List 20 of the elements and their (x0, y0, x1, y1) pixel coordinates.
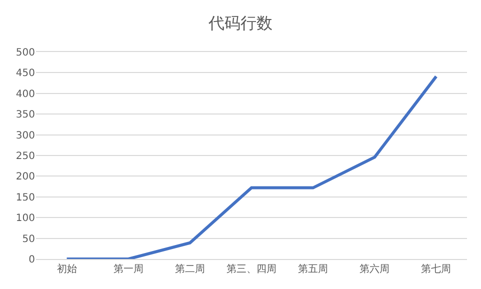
y-tick-label: 450 (16, 68, 35, 80)
y-tick-label: 150 (16, 192, 35, 204)
y-tick-label: 350 (16, 110, 35, 121)
y-tick-label: 100 (16, 213, 35, 224)
y-tick-label: 500 (16, 48, 35, 58)
x-tick-label: 第五周 (298, 263, 328, 275)
line-series (65, 74, 438, 259)
y-tick-label: 0 (28, 254, 35, 266)
y-tick-label: 250 (16, 151, 35, 162)
y-tick-label: 50 (22, 234, 35, 245)
x-tick-label: 第一周 (113, 263, 144, 275)
x-tick-label: 第三、四周 (226, 263, 276, 275)
y-tick-label: 400 (16, 88, 35, 100)
x-tick-label: 第七周 (421, 263, 452, 275)
chart-title: 代码行数 (208, 14, 272, 33)
x-tick-label: 第二周 (174, 263, 205, 275)
x-tick-label: 第六周 (360, 263, 390, 275)
x-tick-label: 初始 (56, 263, 77, 275)
y-tick-label: 300 (16, 130, 35, 142)
y-tick-label: 200 (16, 172, 35, 183)
